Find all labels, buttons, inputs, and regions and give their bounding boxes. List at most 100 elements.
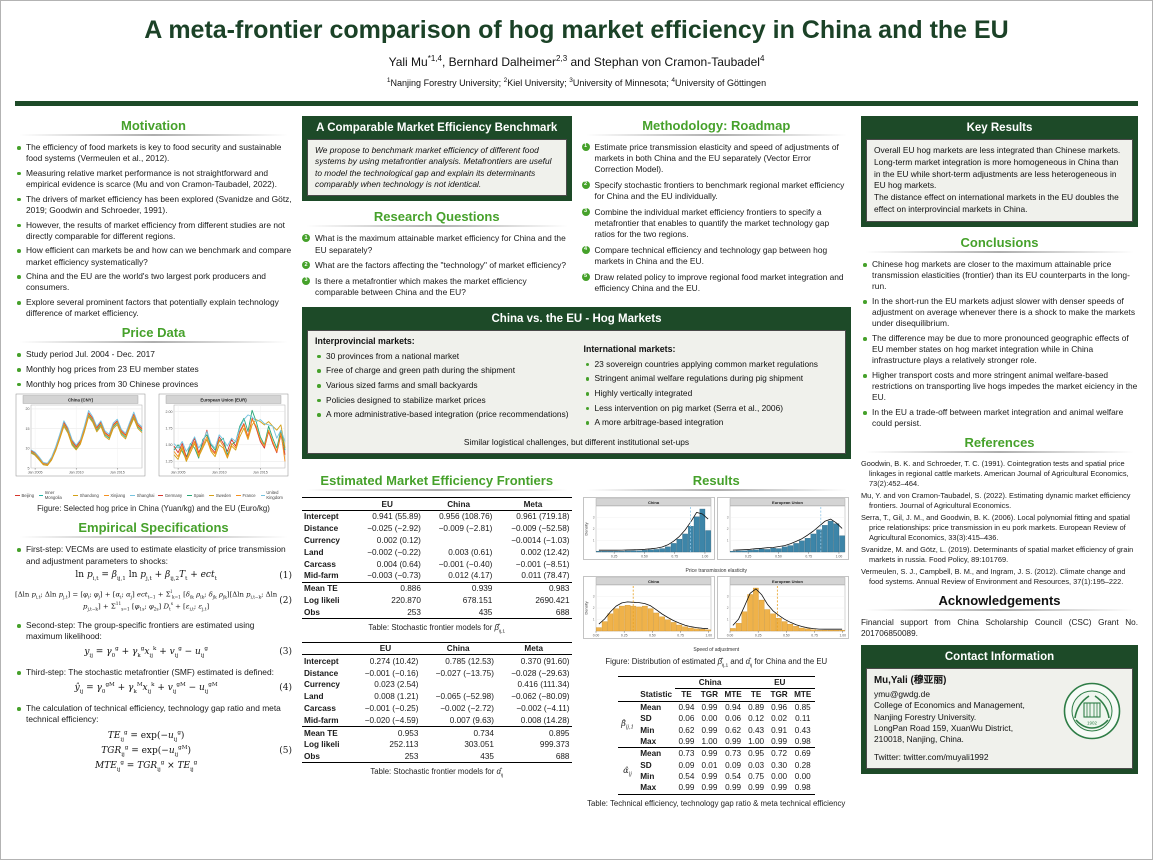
item-text: What are the factors affecting the "tech…	[315, 260, 566, 271]
item-text: Compare technical efficiency and technol…	[594, 244, 828, 267]
list-item: Monthly hog prices from 30 Chinese provi…	[15, 379, 292, 390]
price-charts: China (CNY) 5 10 15 20 Jan 2005 Jan 2010 Jan 20…	[15, 393, 292, 500]
hog-box-footer: Similar logistical challenges, but diffe…	[463, 436, 690, 447]
equation: [Δln pi,t; Δln pj,t] = [φi; φj] + [αi; α…	[15, 590, 292, 613]
column-middle: A Comparable Market Efficiency Benchmark…	[302, 112, 851, 815]
figure-caption: Figure: Selected hog price in China (Yua…	[37, 504, 270, 514]
empirical-steps: First-step: VECMs are used to estimate e…	[15, 544, 292, 775]
svg-text:3: 3	[593, 516, 595, 520]
svg-text:0.50: 0.50	[641, 555, 648, 559]
table-row: Currency 0.023 (2.54) 0.416 (111.34)	[304, 680, 570, 690]
number-badge: 1	[581, 143, 590, 151]
section-divider	[865, 608, 1134, 611]
benchmark-and-questions: A Comparable Market Efficiency Benchmark…	[302, 112, 572, 303]
chart-legend: Beijing Inner Mongolia Shandong Xinjiang Sha…	[15, 490, 154, 500]
svg-text:0.25: 0.25	[745, 555, 752, 559]
legend-entry: France	[236, 490, 256, 500]
empirical-step: The calculation of technical efficiency,…	[15, 703, 292, 725]
equation: ln pi,t = βij,1 ln pj,t + βij,2Tt + ectt…	[75, 570, 292, 583]
box-title: China vs. the EU - Hog Markets	[491, 312, 662, 325]
chart-legend: Germany Spain Sweden France United Kingdom	[158, 490, 292, 500]
data-table: China EU Statistic TE TGR MTE TE TGR MTE β̂ij,1 Me…	[617, 675, 815, 795]
middle-bottom-row: Estimated Market Efficiency Frontiers EU…	[302, 467, 851, 814]
table-row: Mean TE 0.953 0.734 0.895	[302, 726, 572, 739]
table-row: Intercept 0.274 (10.42) 0.785 (12.53) 0.370…	[304, 656, 570, 666]
numbered-item: 5 Draw related policy to improve regional…	[581, 271, 852, 294]
item-text: Is there a metafrontier which makes the …	[315, 275, 527, 298]
section-research-questions: Research Questions 1 What is the maximum …	[302, 209, 572, 298]
frontier-table-alpha: EU China Meta Intercept 0.274 (10.42) 0.785 (…	[302, 641, 572, 779]
equation: yij = γ0g + γkgxijk + vijg − uijg (3)	[84, 646, 292, 659]
section-title: Estimated Market Efficiency Frontiers	[320, 473, 554, 489]
contact-name: Mu,Yali (穆亚丽)	[874, 674, 947, 686]
price-chart-eu: European Union (EUR) 1.25 1.50 1.75 2.00 Jan …	[158, 393, 292, 500]
interprovincial-column: Interprovincial markets: 30 provinces fr…	[315, 336, 570, 432]
section-divider	[865, 251, 1134, 254]
svg-text:Jan 2005: Jan 2005	[171, 471, 186, 475]
histogram-row-alpha: China 1 2 3 0.00 0.25 0.50 0.75 1.00 Density Europ…	[582, 576, 852, 647]
svg-text:0.50: 0.50	[649, 634, 656, 638]
box-title: Key Results	[966, 122, 1033, 134]
contact-box: Contact Information Mu,Yali (穆亚丽) ymu@gw…	[861, 644, 1138, 775]
svg-text:China: China	[648, 579, 660, 584]
svg-text:European Union (EUR): European Union (EUR)	[201, 398, 248, 403]
box-body: Interprovincial markets: 30 provinces fr…	[307, 329, 846, 455]
affiliation: 2Kiel University;	[503, 77, 570, 88]
contact-email[interactable]: ymu@gwdg.de	[874, 689, 930, 699]
contact-address-line: Nanjing Forestry University.	[874, 711, 977, 722]
section-divider	[306, 489, 568, 492]
poster-body: Motivation The efficiency of food market…	[1, 106, 1152, 819]
interprovincial-list: 30 provinces from a national market Free …	[315, 351, 570, 421]
table-row: Obs 253 435 688	[304, 607, 570, 617]
table-row: Carcass −0.001 (−0.25) −0.002 (−2.72) −0.00…	[304, 703, 570, 713]
svg-text:2: 2	[593, 607, 595, 611]
svg-text:0.75: 0.75	[806, 555, 813, 559]
box-body: Mu,Yali (穆亚丽) ymu@gwdg.de College of Eco…	[866, 667, 1133, 770]
svg-text:10: 10	[26, 447, 30, 451]
table-row: Log likeli 220.870 678.151 2690.421	[304, 595, 570, 605]
table-row: Distance −0.001 (−0.16) −0.027 (−13.75) −0.…	[304, 668, 570, 678]
legend-entry: United Kingdom	[260, 490, 292, 500]
key-results-box: Key Results Overall EU hog markets are l…	[861, 116, 1138, 228]
table-row: β̂ij,1 Mean 0.94 0.99 0.94 0.89 0.96 0.85	[621, 702, 811, 731]
table-row: Land −0.002 (−0.22) 0.003 (0.61) 0.002 (12.…	[304, 547, 570, 557]
section-title: Empirical Specifications	[78, 520, 229, 536]
histogram-row-beta: China 1 2 3 0.25 0.50 0.75 1.00 Density European …	[582, 497, 852, 568]
x-axis-label: Speed of adjustment	[693, 647, 740, 654]
numbered-item: 2 What are the factors affecting the "tec…	[302, 260, 572, 271]
histogram-panel: China 1 2 3 0.25 0.50 0.75 1.00 Density	[583, 497, 715, 568]
number-badge: 4	[581, 245, 590, 254]
contact-address: College of Economics and Management, Nanj…	[874, 700, 1057, 745]
table-row: α̂ij Mean 0.73 0.99 0.73 0.95 0.72 0.69	[617, 747, 815, 795]
item-text: Draw related policy to improve regional …	[594, 271, 844, 293]
number-badge: 2	[581, 181, 590, 190]
table-row: Log likeli 252.113 303.051 999.373	[304, 740, 570, 750]
affiliation: 4University of Göttingen	[671, 77, 767, 88]
table-row: Carcass 0.004 (0.64) −0.001 (−0.40) −0.001 …	[304, 559, 570, 569]
university-logo: 1902	[1063, 674, 1125, 743]
reference-entry: Serra, T., Gil, J. M., and Goodwin, B. K…	[861, 513, 1130, 542]
key-result-line: The distance effect on international mar…	[874, 192, 1119, 214]
contact-address-line: College of Economics and Management,	[874, 700, 1025, 711]
svg-text:1.00: 1.00	[702, 555, 709, 559]
number-badge: 2	[302, 261, 310, 270]
table-row: Max 0.99 1.00 0.99 1.00 0.99 0.98	[640, 736, 811, 746]
contact-address-line: LongPan Road 159, XuanWu District,	[874, 723, 1014, 734]
svg-text:Jan 2010: Jan 2010	[212, 471, 227, 475]
svg-text:European Union: European Union	[772, 579, 803, 584]
numbered-item: 3 Is there a metafrontier which makes the…	[302, 276, 572, 298]
reference-entry: Svanidze, M. and Götz, L. (2019). Determ…	[861, 545, 1134, 564]
svg-text:0.75: 0.75	[672, 555, 679, 559]
section-references: References Goodwin, B. K. and Schroeder,…	[861, 435, 1138, 586]
contact-twitter[interactable]: Twitter: twitter.com/muyali1992	[874, 751, 989, 762]
section-conclusions: Conclusions Chinese hog markets are clos…	[861, 235, 1138, 429]
svg-text:2: 2	[593, 528, 595, 532]
svg-text:1.00: 1.00	[706, 634, 713, 638]
header-rule	[15, 101, 1138, 106]
section-divider	[585, 134, 847, 136]
references-list: Goodwin, B. K. and Schroeder, T. C. (199…	[861, 459, 1138, 586]
legend-entry: Shanghai	[130, 490, 154, 500]
item-text: Specify stochastic frontiers to benchmar…	[594, 180, 845, 202]
section-methodology: Methodology: Roadmap 1 Estimate price tra…	[581, 118, 852, 294]
figure-caption: Figure: Distribution of estimated β̂ij,1…	[605, 657, 828, 669]
